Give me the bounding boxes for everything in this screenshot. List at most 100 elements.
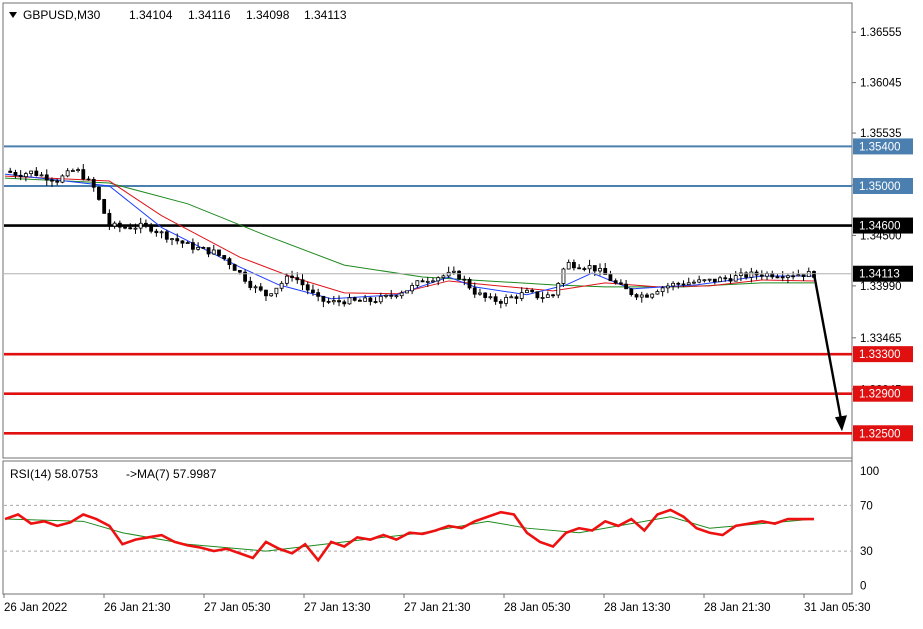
- time-tick-label: 28 Jan 05:30: [504, 602, 571, 614]
- candle-body: [712, 278, 717, 283]
- candle-body: [519, 292, 524, 299]
- forecast-arrow-shaft: [812, 273, 843, 420]
- candle-body: [311, 289, 315, 294]
- candle-body: [144, 222, 148, 226]
- price-tick-label: 1.35535: [860, 128, 902, 140]
- ohlc-close: 1.34113: [304, 8, 347, 22]
- candle-body: [50, 179, 54, 182]
- candle-body: [123, 226, 127, 229]
- chart-header: GBPUSD,M30 1.34104 1.34116 1.34098 1.341…: [9, 8, 347, 22]
- candle-body: [201, 246, 206, 249]
- candle-body: [775, 276, 780, 279]
- candle-body: [305, 284, 310, 291]
- candle-body: [436, 277, 441, 282]
- candle-body: [514, 296, 519, 299]
- candle-body: [389, 294, 394, 297]
- rsi-tick-label: 0: [860, 580, 866, 592]
- candle-body: [185, 242, 190, 244]
- candle-body: [671, 282, 675, 287]
- candle-body: [18, 174, 23, 178]
- candle-body: [227, 258, 232, 266]
- candle-body: [206, 247, 211, 255]
- candle-body: [634, 294, 639, 298]
- candle-body: [692, 281, 696, 284]
- candle-body: [786, 275, 790, 278]
- time-tick-label: 28 Jan 13:30: [604, 602, 671, 614]
- candle-body: [274, 287, 279, 295]
- price-tick-label: 1.33465: [860, 333, 902, 345]
- rsi-label: RSI(14) 58.0753: [10, 467, 98, 481]
- candle-body: [175, 238, 180, 242]
- candle-body: [321, 295, 326, 302]
- candle-body: [655, 291, 660, 295]
- candle-body: [264, 289, 268, 297]
- candle-body: [331, 300, 336, 303]
- candle-body: [441, 275, 446, 279]
- ohlc-low: 1.34098: [246, 8, 290, 22]
- candle-body: [791, 275, 796, 278]
- candle-body: [237, 270, 242, 273]
- candle-body: [624, 283, 629, 290]
- candle-body: [222, 255, 227, 260]
- candle-body: [284, 275, 289, 284]
- candle-body: [483, 292, 488, 298]
- candle-body: [551, 294, 555, 297]
- candle-body: [425, 280, 430, 283]
- candle-body: [629, 288, 634, 295]
- candle-body: [613, 280, 618, 284]
- candle-body: [342, 301, 347, 305]
- candle-body: [258, 286, 263, 291]
- candle-body: [138, 222, 143, 229]
- candle-body: [572, 262, 576, 269]
- time-tick-label: 27 Jan 21:30: [404, 602, 471, 614]
- level-price-text: 1.35000: [859, 181, 901, 193]
- level-price-tag: [853, 346, 913, 363]
- level-price-text: 1.34600: [859, 221, 901, 233]
- candle-body: [592, 265, 597, 272]
- candle-body: [368, 297, 373, 302]
- candle-body: [190, 242, 195, 250]
- rsi-line: [4, 508, 814, 563]
- level-price-text: 1.33300: [859, 349, 901, 361]
- candle-body: [399, 292, 404, 297]
- candle-body: [676, 282, 681, 285]
- level-price-text: 1.35400: [859, 141, 901, 153]
- candle-body: [530, 289, 535, 293]
- candle-body: [55, 180, 60, 183]
- candle-body: [535, 291, 540, 299]
- ma-mid-line: [4, 175, 815, 295]
- level-price-text: 1.32500: [859, 428, 901, 440]
- rsi-pane-border: [2, 460, 853, 595]
- candle-body: [65, 170, 70, 177]
- candle-body: [358, 299, 362, 302]
- candle-body: [410, 285, 415, 292]
- candle-body: [34, 170, 39, 176]
- rsi-ma-label: ->MA(7) 57.9987: [126, 467, 217, 481]
- time-tick-label: 26 Jan 2022: [4, 602, 67, 614]
- candle-body: [295, 277, 300, 281]
- candle-body: [180, 240, 185, 244]
- level-price-tag: [853, 217, 913, 234]
- candle-body: [44, 174, 49, 181]
- level-price-tag: [853, 138, 913, 155]
- candle-body: [702, 279, 707, 282]
- candle-body: [707, 278, 712, 281]
- candle-body: [76, 169, 80, 171]
- candle-body: [404, 290, 409, 294]
- price-tick-label: 1.36045: [860, 78, 902, 90]
- ohlc-high: 1.34116: [188, 8, 231, 22]
- candle-body: [556, 283, 561, 296]
- candle-body: [39, 174, 44, 177]
- candle-body: [759, 274, 764, 277]
- candle-body: [211, 249, 216, 255]
- candle-body: [618, 282, 623, 285]
- candle-body: [97, 186, 101, 200]
- price-tick-label: 1.36555: [860, 27, 902, 39]
- candle-body: [598, 268, 602, 272]
- collapse-triangle-icon[interactable]: [9, 12, 17, 18]
- level-price-text: 1.32900: [859, 389, 901, 401]
- candle-body: [248, 280, 253, 288]
- candle-body: [739, 272, 743, 276]
- time-tick-label: 31 Jan 05:30: [804, 602, 871, 614]
- candle-body: [170, 238, 174, 241]
